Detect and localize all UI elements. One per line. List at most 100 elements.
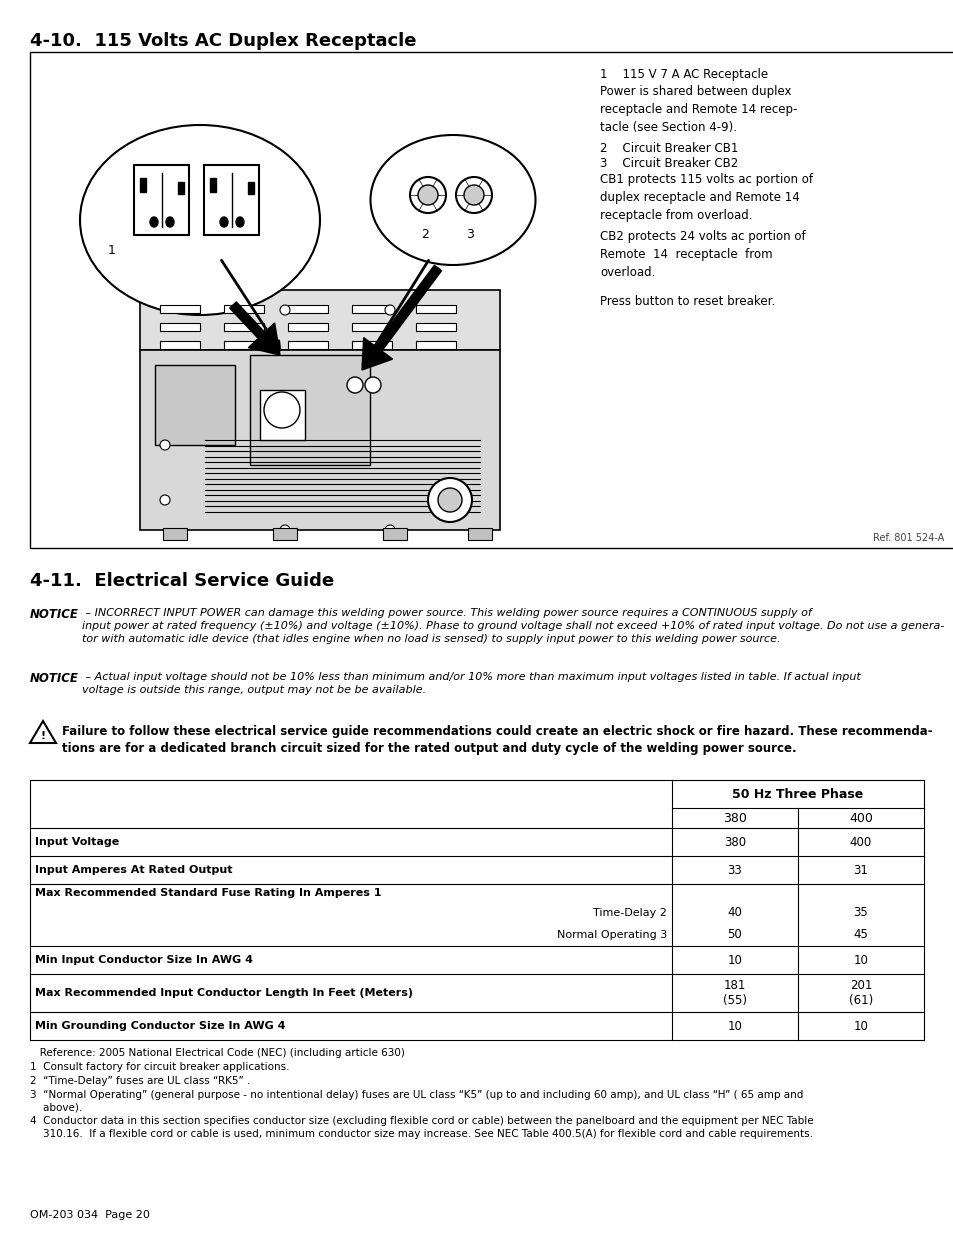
Text: Press button to reset breaker.: Press button to reset breaker. [599, 295, 775, 308]
Bar [163, 529, 187, 540]
Circle shape [280, 525, 290, 535]
Text: Input Voltage: Input Voltage [35, 837, 119, 847]
Text: 400: 400 [849, 836, 871, 848]
Bar [160, 341, 200, 350]
Circle shape [437, 488, 461, 513]
Text: Power is shared between duplex
receptacle and Remote 14 recep-
tacle (see Sectio: Power is shared between duplex receptacl… [599, 85, 797, 135]
Text: Min Input Conductor Size In AWG 4: Min Input Conductor Size In AWG 4 [35, 955, 253, 965]
Circle shape [160, 495, 170, 505]
Text: 10: 10 [853, 953, 867, 967]
Polygon shape [230, 301, 280, 354]
Text: Time-Delay 2: Time-Delay 2 [593, 908, 666, 918]
Bar [160, 324, 200, 331]
Bar [468, 529, 492, 540]
Text: 380: 380 [722, 811, 746, 825]
Text: 2  “Time-Delay” fuses are UL class “RK5” .: 2 “Time-Delay” fuses are UL class “RK5” … [30, 1076, 250, 1086]
Bar [260, 390, 305, 440]
Text: CB2 protects 24 volts ac portion of
Remote  14  receptacle  from
overload.: CB2 protects 24 volts ac portion of Remo… [599, 230, 804, 279]
Circle shape [456, 177, 492, 212]
Text: 40: 40 [727, 906, 741, 920]
Bar [178, 182, 184, 194]
Text: 3  “Normal Operating” (general purpose - no intentional delay) fuses are UL clas: 3 “Normal Operating” (general purpose - … [30, 1091, 802, 1113]
Text: CB1 protects 115 volts ac portion of
duplex receptacle and Remote 14
receptacle : CB1 protects 115 volts ac portion of dup… [599, 173, 812, 222]
Text: 1  Consult factory for circuit breaker applications.: 1 Consult factory for circuit breaker ap… [30, 1062, 289, 1072]
Ellipse shape [166, 217, 173, 227]
Bar [224, 341, 264, 350]
Text: 10: 10 [727, 953, 741, 967]
Text: Failure to follow these electrical service guide recommendations could create an: Failure to follow these electrical servi… [62, 725, 932, 755]
Bar [288, 305, 328, 312]
Text: 4  Conductor data in this section specifies conductor size (excluding flexible c: 4 Conductor data in this section specifi… [30, 1116, 813, 1139]
Bar [288, 341, 328, 350]
Text: Input Amperes At Rated Output: Input Amperes At Rated Output [35, 864, 233, 876]
Text: 201
(61): 201 (61) [848, 979, 872, 1007]
Text: 380: 380 [723, 836, 745, 848]
Circle shape [385, 525, 395, 535]
Text: 2    Circuit Breaker CB1: 2 Circuit Breaker CB1 [599, 142, 738, 156]
Text: 1    115 V 7 A AC Receptacle: 1 115 V 7 A AC Receptacle [599, 68, 767, 82]
Polygon shape [361, 266, 441, 370]
Text: 50: 50 [727, 929, 741, 941]
Text: 181
(55): 181 (55) [722, 979, 746, 1007]
Bar [140, 350, 499, 530]
Ellipse shape [80, 125, 319, 315]
Text: Min Grounding Conductor Size In AWG 4: Min Grounding Conductor Size In AWG 4 [35, 1021, 285, 1031]
Bar [352, 324, 392, 331]
Text: Max Recommended Input Conductor Length In Feet (Meters): Max Recommended Input Conductor Length I… [35, 988, 413, 998]
Text: 10: 10 [853, 1020, 867, 1032]
Text: NOTICE: NOTICE [30, 608, 79, 621]
Text: – INCORRECT INPUT POWER can damage this welding power source. This welding power: – INCORRECT INPUT POWER can damage this … [82, 608, 943, 645]
Ellipse shape [220, 217, 228, 227]
Bar [248, 182, 253, 194]
Bar [273, 529, 296, 540]
Circle shape [280, 305, 290, 315]
Bar [224, 305, 264, 312]
Bar [160, 305, 200, 312]
Text: 2: 2 [420, 228, 429, 241]
Bar [352, 341, 392, 350]
Circle shape [417, 185, 437, 205]
Bar [288, 324, 328, 331]
Text: 3    Circuit Breaker CB2: 3 Circuit Breaker CB2 [599, 157, 738, 170]
Text: NOTICE: NOTICE [30, 672, 79, 685]
Circle shape [365, 377, 380, 393]
Text: Reference: 2005 National Electrical Code (NEC) (including article 630): Reference: 2005 National Electrical Code… [30, 1049, 404, 1058]
Bar [134, 165, 190, 235]
Ellipse shape [370, 135, 535, 266]
Bar [154, 366, 234, 445]
Circle shape [463, 185, 483, 205]
Polygon shape [30, 721, 56, 743]
Bar [30, 52, 953, 548]
Text: 50 Hz Three Phase: 50 Hz Three Phase [732, 788, 862, 800]
Bar [416, 305, 456, 312]
Text: 1: 1 [108, 245, 115, 257]
Text: 33: 33 [727, 863, 741, 877]
Bar [352, 305, 392, 312]
Text: 35: 35 [853, 906, 867, 920]
Text: 31: 31 [853, 863, 867, 877]
Text: !: ! [40, 731, 46, 741]
Bar [416, 324, 456, 331]
Bar [382, 529, 407, 540]
Text: 10: 10 [727, 1020, 741, 1032]
Bar [140, 178, 146, 191]
Ellipse shape [235, 217, 244, 227]
Circle shape [264, 391, 299, 429]
Text: 45: 45 [853, 929, 867, 941]
Text: 4-10.  115 Volts AC Duplex Receptacle: 4-10. 115 Volts AC Duplex Receptacle [30, 32, 416, 49]
Circle shape [347, 377, 363, 393]
Text: OM-203 034  Page 20: OM-203 034 Page 20 [30, 1210, 150, 1220]
Text: Max Recommended Standard Fuse Rating In Amperes 1: Max Recommended Standard Fuse Rating In … [35, 888, 381, 898]
Bar [210, 178, 215, 191]
Text: 4-11.  Electrical Service Guide: 4-11. Electrical Service Guide [30, 572, 334, 590]
Circle shape [385, 305, 395, 315]
Text: Ref. 801 524-A: Ref. 801 524-A [872, 534, 943, 543]
Text: 400: 400 [848, 811, 872, 825]
Text: – Actual input voltage should not be 10% less than minimum and/or 10% more than : – Actual input voltage should not be 10%… [82, 672, 860, 695]
Text: 3: 3 [465, 228, 474, 241]
Text: Normal Operating 3: Normal Operating 3 [557, 930, 666, 940]
Circle shape [160, 440, 170, 450]
Bar [140, 290, 499, 350]
Bar [204, 165, 259, 235]
Bar [224, 324, 264, 331]
